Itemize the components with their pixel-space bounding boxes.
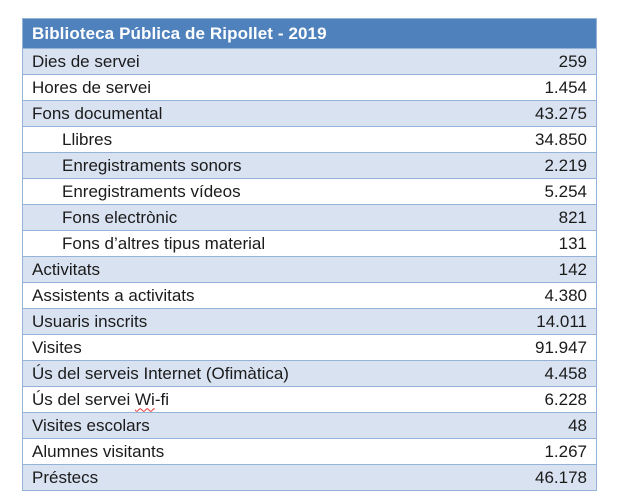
table-row: Usuaris inscrits 14.011 xyxy=(23,308,596,334)
row-label: Fons documental xyxy=(32,103,163,123)
row-value: 142 xyxy=(558,259,587,279)
table-row: Activitats 142 xyxy=(23,256,596,282)
row-label: Visites escolars xyxy=(32,415,150,435)
spellcheck-underline: Wi xyxy=(134,389,155,409)
table-row: Fons d’altres tipus material 131 xyxy=(23,230,596,256)
table-row: Visites escolars 48 xyxy=(23,412,596,438)
row-value: 91.947 xyxy=(535,337,587,357)
stats-table: Biblioteca Pública de Ripollet - 2019 Di… xyxy=(22,18,597,491)
row-label: Activitats xyxy=(32,259,101,279)
row-label: Hores de servei xyxy=(32,77,152,97)
row-value: 43.275 xyxy=(535,103,587,123)
row-value: 46.178 xyxy=(535,467,587,487)
row-value: 259 xyxy=(558,51,587,71)
table-row: Visites 91.947 xyxy=(23,334,596,360)
row-label: Llibres xyxy=(62,129,113,149)
row-value: 5.254 xyxy=(544,181,587,201)
row-label: Dies de servei xyxy=(32,51,140,71)
row-label: Assistents a activitats xyxy=(32,285,195,305)
row-value: 34.850 xyxy=(535,129,587,149)
table-body: Dies de servei 259 Hores de servei 1.454… xyxy=(23,48,596,490)
row-value: 6.228 xyxy=(544,389,587,409)
label-text: -fi xyxy=(154,389,169,409)
row-label: Enregistraments sonors xyxy=(62,155,242,175)
row-value: 821 xyxy=(558,207,587,227)
table-row: Ús del servei Wi-fi 6.228 xyxy=(23,386,596,412)
table-row: Préstecs 46.178 xyxy=(23,464,596,490)
row-value: 1.267 xyxy=(544,441,587,461)
row-label: Fons electrònic xyxy=(62,207,178,227)
row-value: 14.011 xyxy=(536,311,587,331)
row-value: 4.380 xyxy=(544,285,587,305)
table-row: Dies de servei 259 xyxy=(23,48,596,74)
row-label: Enregistraments vídeos xyxy=(62,181,241,201)
table-row: Fons documental 43.275 xyxy=(23,100,596,126)
table-row: Ús del serveis Internet (Ofimàtica) 4.45… xyxy=(23,360,596,386)
row-label: Ús del serveis Internet (Ofimàtica) xyxy=(32,363,289,383)
table-title: Biblioteca Pública de Ripollet - 2019 xyxy=(32,23,327,43)
row-value: 48 xyxy=(568,415,587,435)
row-value: 1.454 xyxy=(544,77,587,97)
row-value: 4.458 xyxy=(544,363,587,383)
row-value: 131 xyxy=(558,233,587,253)
row-label: Visites xyxy=(32,337,82,357)
row-label: Alumnes visitants xyxy=(32,441,165,461)
table-title-row: Biblioteca Pública de Ripollet - 2019 xyxy=(23,19,596,48)
table-row: Enregistraments sonors 2.219 xyxy=(23,152,596,178)
row-value: 2.219 xyxy=(544,155,587,175)
row-label: Usuaris inscrits xyxy=(32,311,148,331)
label-text: Ús del servei xyxy=(32,389,135,409)
table-row: Alumnes visitants 1.267 xyxy=(23,438,596,464)
table-row: Hores de servei 1.454 xyxy=(23,74,596,100)
row-label: Fons d’altres tipus material xyxy=(62,233,266,253)
row-label: Ús del servei Wi-fi xyxy=(32,390,169,410)
table-row: Llibres 34.850 xyxy=(23,126,596,152)
table-row: Fons electrònic 821 xyxy=(23,204,596,230)
table-row: Enregistraments vídeos 5.254 xyxy=(23,178,596,204)
row-label: Préstecs xyxy=(32,467,99,487)
table-row: Assistents a activitats 4.380 xyxy=(23,282,596,308)
